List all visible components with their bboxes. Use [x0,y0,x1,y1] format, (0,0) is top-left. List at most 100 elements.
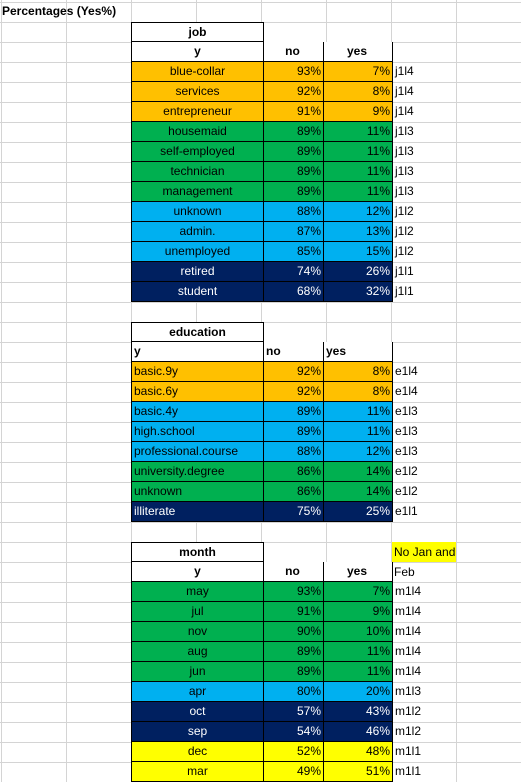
job-yes-cell: 7% [324,62,393,82]
job-column-header-row: y no yes [131,42,393,62]
education-no-cell: 86% [264,482,324,502]
month-rows: may 93% 7% m1l4 jul 91% 9% m1l4 nov 90% 10% m1l4 aug… [131,582,421,782]
month-yes-cell: 51% [324,762,393,782]
job-no-cell: 93% [264,62,324,82]
month-tag: m1l2 [395,724,422,738]
job-label-cell: housemaid [131,122,264,142]
education-tag: e1l4 [395,384,418,398]
education-header-row: education [131,322,393,342]
education-tag: e1l4 [395,364,418,378]
job-label-cell: blue-collar [131,62,264,82]
job-row: self-employed 89% 11% j1l3 [131,142,414,162]
education-no-cell: 92% [264,362,324,382]
month-no-cell: 91% [264,602,324,622]
education-column-header-row: y no yes [131,342,393,362]
month-label-cell: may [131,582,264,602]
month-yes-cell: 43% [324,702,393,722]
month-row: oct 57% 43% m1l2 [131,702,421,722]
job-no-cell: 88% [264,202,324,222]
education-label-cell: professional.course [131,442,264,462]
job-row: blue-collar 93% 7% j1l4 [131,62,414,82]
education-yes-cell: 11% [324,422,393,442]
month-col-yes: yes [324,562,393,582]
month-no-cell: 52% [264,742,324,762]
education-row: illiterate 75% 25% e1l1 [131,502,418,522]
job-yes-cell: 8% [324,82,393,102]
job-row: entrepreneur 91% 9% j1l4 [131,102,414,122]
job-yes-cell: 11% [324,162,393,182]
job-col-yes: yes [324,42,393,62]
education-yes-cell: 25% [324,502,393,522]
month-no-cell: 80% [264,682,324,702]
job-row: unknown 88% 12% j1l2 [131,202,414,222]
month-label-cell: nov [131,622,264,642]
education-tag: e1l2 [395,484,418,498]
job-no-cell: 89% [264,142,324,162]
month-row: jul 91% 9% m1l4 [131,602,421,622]
month-tag: m1l3 [395,684,422,698]
job-label-cell: management [131,182,264,202]
month-yes-cell: 46% [324,722,393,742]
month-label-cell: jun [131,662,264,682]
month-row: sep 54% 46% m1l2 [131,722,421,742]
month-row: may 93% 7% m1l4 [131,582,421,602]
education-tag: e1l3 [395,424,418,438]
job-label-cell: unemployed [131,242,264,262]
job-row: technician 89% 11% j1l3 [131,162,414,182]
month-label-cell: oct [131,702,264,722]
job-table: job y no yes blue-collar 93% 7% j1l4 service… [131,22,414,302]
job-col-y: y [131,42,264,62]
job-tag: j1l1 [395,264,414,278]
job-tag: j1l3 [395,164,414,178]
education-row: high.school 89% 11% e1l3 [131,422,418,442]
education-row: basic.4y 89% 11% e1l3 [131,402,418,422]
education-label-cell: basic.9y [131,362,264,382]
month-label-cell: dec [131,742,264,762]
job-tag: j1l2 [395,204,414,218]
month-row: apr 80% 20% m1l3 [131,682,421,702]
job-tag: j1l2 [395,244,414,258]
job-yes-cell: 15% [324,242,393,262]
job-yes-cell: 11% [324,182,393,202]
month-no-cell: 49% [264,762,324,782]
job-col-no: no [264,42,324,62]
month-yes-cell: 48% [324,742,393,762]
job-label-cell: entrepreneur [131,102,264,122]
month-no-cell: 93% [264,582,324,602]
job-no-cell: 89% [264,122,324,142]
job-tag: j1l1 [395,284,414,298]
education-label-cell: high.school [131,422,264,442]
job-row: admin. 87% 13% j1l2 [131,222,414,242]
education-yes-cell: 8% [324,382,393,402]
job-no-cell: 89% [264,162,324,182]
job-row: unemployed 85% 15% j1l2 [131,242,414,262]
month-tag: m1l4 [395,664,422,678]
month-tag: m1l1 [395,744,422,758]
month-table-title: month [131,542,264,562]
month-tag: m1l2 [395,704,422,718]
job-yes-cell: 12% [324,202,393,222]
job-tag: j1l3 [395,144,414,158]
job-no-cell: 87% [264,222,324,242]
month-row: dec 52% 48% m1l1 [131,742,421,762]
education-col-no: no [264,342,324,362]
job-label-cell: student [131,282,264,302]
month-label-cell: mar [131,762,264,782]
job-yes-cell: 9% [324,102,393,122]
month-no-cell: 57% [264,702,324,722]
month-no-cell: 54% [264,722,324,742]
job-no-cell: 92% [264,82,324,102]
month-yes-cell: 20% [324,682,393,702]
education-tag: e1l1 [395,504,418,518]
month-tag: m1l4 [395,584,422,598]
job-no-cell: 91% [264,102,324,122]
education-label-cell: basic.4y [131,402,264,422]
month-row: jun 89% 11% m1l4 [131,662,421,682]
job-no-cell: 74% [264,262,324,282]
job-tag: j1l4 [395,104,414,118]
job-no-cell: 68% [264,282,324,302]
job-yes-cell: 11% [324,142,393,162]
job-label-cell: services [131,82,264,102]
month-note: No Jan and Feb [392,542,456,579]
job-no-cell: 85% [264,242,324,262]
